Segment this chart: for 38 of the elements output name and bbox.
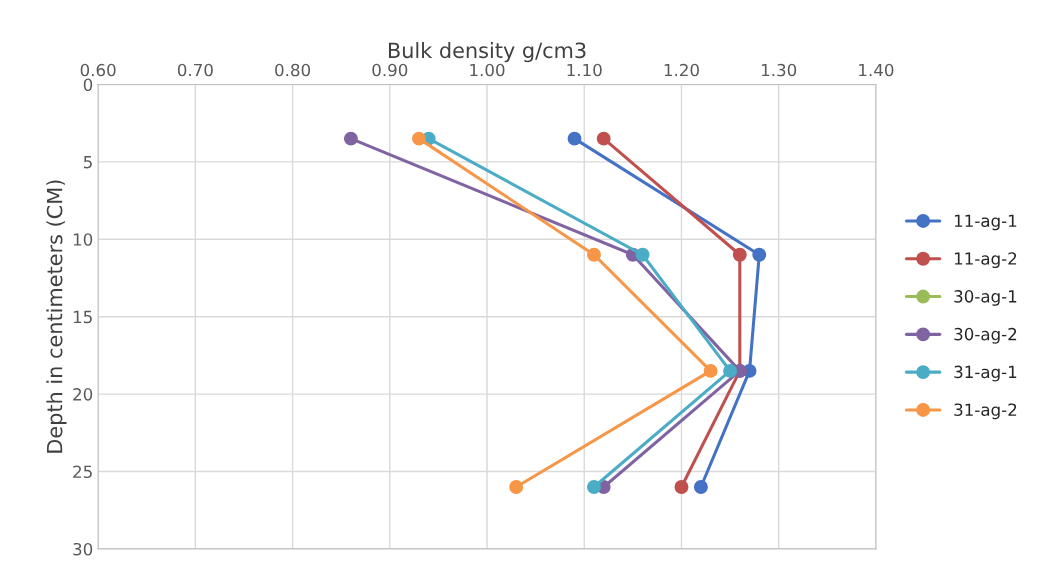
y-axis-title: Depth in centimeters (CM) — [46, 180, 67, 453]
x-tick-label: 0.70 — [177, 63, 213, 77]
y-tick-label: 10 — [73, 233, 93, 246]
point — [343, 131, 358, 146]
point — [635, 247, 650, 262]
y-tick-label: 30 — [73, 542, 93, 556]
legend-label: 30-ag-1 — [954, 290, 1017, 306]
x-tick-label: 1.20 — [664, 63, 699, 77]
x-tick-label: 1.00 — [470, 63, 505, 77]
legend-label: 11-ag-1 — [954, 214, 1017, 231]
x-tick-label: 1.30 — [761, 63, 797, 77]
point — [596, 131, 611, 146]
y-tick-label: 20 — [73, 388, 93, 401]
x-tick-label: 1.10 — [567, 63, 602, 77]
point — [587, 247, 601, 262]
y-tick-label: 25 — [73, 465, 92, 479]
point — [567, 131, 582, 146]
x-tick-label: 0.90 — [372, 63, 408, 77]
x-tick-label: 0.80 — [275, 63, 311, 77]
x-tick-label: 1.40 — [859, 63, 894, 77]
point — [703, 363, 718, 378]
y-tick-label: 5 — [83, 156, 92, 169]
legend-label: 31-ag-2 — [954, 403, 1017, 420]
point — [587, 480, 601, 494]
point — [509, 480, 524, 494]
legend-label: 11-ag-2 — [954, 252, 1017, 269]
point — [674, 480, 689, 494]
point — [732, 247, 747, 262]
point — [752, 247, 767, 262]
point — [693, 480, 708, 494]
point — [723, 363, 738, 378]
legend-label: 31-ag-1 — [954, 365, 1017, 382]
point — [412, 131, 426, 146]
y-tick-label: 15 — [73, 310, 92, 324]
y-tick-label: 0 — [83, 78, 93, 92]
x-axis-title: Bulk density g/cm3 — [388, 42, 586, 63]
legend-label: 30-ag-2 — [954, 327, 1017, 344]
x-tick-label: 0.60 — [80, 63, 116, 77]
